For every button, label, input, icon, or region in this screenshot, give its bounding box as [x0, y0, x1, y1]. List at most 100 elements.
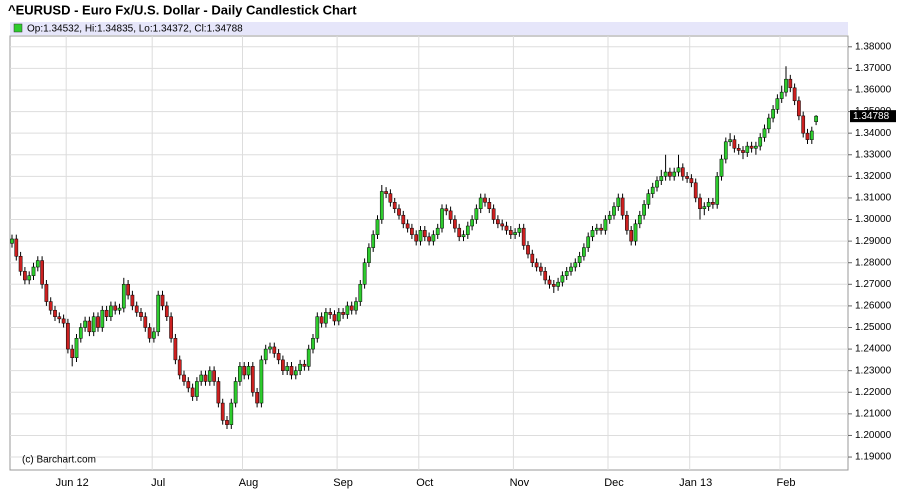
candle-body	[779, 91, 784, 99]
candle-body	[207, 370, 212, 382]
candle-body	[453, 219, 457, 229]
candle-body	[173, 338, 178, 361]
candle-body	[164, 305, 169, 317]
candle-body	[771, 109, 775, 119]
y-tick-label: 1.24000	[855, 344, 892, 355]
candle-body	[655, 180, 659, 188]
candle-body	[91, 316, 96, 333]
candle-body	[78, 327, 83, 339]
candle-body	[186, 381, 191, 389]
candle-body	[289, 366, 294, 376]
candle-body	[547, 279, 552, 285]
candle-body	[689, 178, 694, 184]
candle-body	[156, 294, 161, 333]
candle-body	[814, 115, 818, 122]
candle-body	[371, 234, 376, 248]
candle-body	[521, 227, 526, 246]
candle-body	[612, 206, 616, 216]
candle-body	[48, 301, 53, 311]
candle-body	[61, 318, 66, 324]
candle-body	[250, 366, 255, 393]
candle-body	[336, 312, 341, 322]
x-tick-label: Jan 13	[679, 477, 712, 489]
candle-body	[259, 359, 264, 404]
candle-body	[190, 387, 195, 397]
price-tag	[850, 110, 896, 123]
candle-body	[680, 167, 685, 177]
candle-body	[620, 197, 625, 216]
candle-body	[104, 309, 109, 317]
candle-body	[435, 227, 440, 235]
y-tick-label: 1.20000	[855, 430, 892, 441]
y-tick-label: 1.36000	[855, 85, 892, 96]
candle-body	[246, 366, 251, 376]
x-tick-label: Jun 12	[56, 477, 89, 489]
candle-body	[633, 223, 638, 242]
candle-body	[134, 305, 139, 313]
y-tick-label: 1.31000	[855, 193, 892, 204]
candle-body	[801, 115, 806, 134]
info-strip	[10, 22, 848, 35]
candle-body	[496, 219, 500, 225]
y-tick-label: 1.26000	[855, 301, 892, 312]
y-tick-label: 1.37000	[855, 63, 892, 74]
candle-body	[526, 245, 530, 255]
candle-body	[83, 320, 87, 328]
candle-body	[87, 320, 92, 333]
candle-body	[457, 227, 462, 238]
candle-body	[18, 255, 23, 272]
candle-body	[225, 420, 229, 425]
candle-body	[741, 150, 745, 153]
y-tick-label: 1.33000	[855, 149, 892, 160]
price-tag-label: 1.34788	[853, 111, 890, 122]
candle-body	[31, 266, 36, 276]
y-tick-label: 1.22000	[855, 387, 892, 398]
candle-body	[341, 312, 345, 315]
legend-swatch	[13, 23, 23, 33]
candle-body	[650, 186, 655, 194]
candle-body	[599, 227, 603, 231]
candle-body	[203, 374, 208, 382]
candle-body	[625, 214, 629, 231]
candle-body	[530, 253, 535, 263]
candle-body	[57, 316, 62, 320]
candle-body	[732, 139, 737, 149]
candle-body	[298, 363, 302, 371]
y-tick-label: 1.32000	[855, 171, 892, 182]
candle-body	[10, 238, 14, 244]
candle-body	[766, 117, 771, 130]
candle-body	[418, 230, 423, 242]
candle-body	[272, 346, 277, 354]
candle-body	[504, 225, 509, 231]
candle-body	[431, 234, 436, 242]
candle-body	[685, 176, 689, 179]
candle-body	[152, 331, 156, 339]
candle-body	[160, 294, 165, 307]
candle-body	[500, 223, 505, 227]
y-tick-label: 1.29000	[855, 236, 892, 247]
candle-body	[96, 316, 100, 328]
candle-body	[758, 137, 763, 147]
candle-body	[663, 171, 668, 177]
candle-body	[220, 402, 225, 421]
candle-body	[238, 366, 242, 382]
candle-body	[311, 338, 315, 350]
candle-body	[784, 78, 788, 93]
candle-body	[328, 312, 333, 315]
candle-body	[121, 284, 126, 309]
candle-body	[637, 214, 642, 225]
candle-body	[212, 370, 216, 382]
candle-body	[517, 227, 522, 233]
candle-body	[332, 314, 337, 322]
candle-body	[642, 204, 646, 216]
candle-body	[564, 271, 569, 276]
candle-body	[401, 214, 406, 225]
candle-body	[719, 158, 724, 177]
candle-body	[440, 208, 444, 229]
candle-body	[711, 202, 715, 205]
candle-body	[53, 309, 57, 317]
candle-body	[474, 208, 479, 220]
candle-body	[736, 148, 741, 151]
candle-body	[268, 346, 272, 350]
